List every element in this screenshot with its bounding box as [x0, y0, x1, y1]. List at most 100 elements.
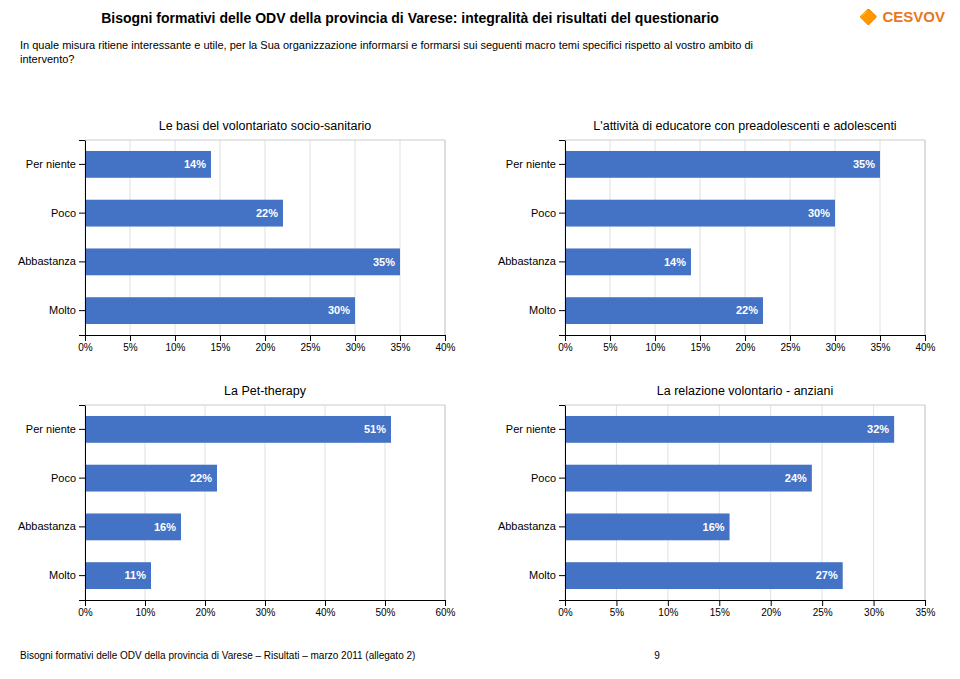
y-tick-mark — [79, 261, 85, 262]
x-tick: 30% — [825, 335, 845, 353]
y-tick: Abbastanza — [18, 520, 85, 532]
x-tick-mark — [668, 600, 669, 606]
y-tick-mark — [559, 429, 565, 430]
x-tick: 40% — [315, 600, 335, 618]
page-title: Bisogni formativi delle ODV della provin… — [10, 10, 810, 26]
y-tick-mark — [559, 310, 565, 311]
x-tick-mark — [445, 335, 446, 341]
bar — [565, 151, 880, 178]
x-tick-mark — [835, 335, 836, 341]
y-tick: Per niente — [26, 158, 85, 170]
x-tick-label: 5% — [123, 342, 138, 353]
x-tick-label: 0% — [78, 607, 93, 618]
data-labels: 14%22%35%30% — [184, 158, 395, 316]
x-tick: 10% — [165, 335, 185, 353]
x-tick-mark — [655, 335, 656, 341]
x-tick-label: 10% — [135, 607, 155, 618]
x-tick-label: 0% — [558, 342, 573, 353]
chart-title: La Pet-therapy — [224, 384, 307, 398]
data-label: 32% — [867, 423, 889, 435]
y-tick-label: Abbastanza — [498, 520, 557, 532]
y-axis: Per niente Poco Abbastanza Molto — [498, 406, 566, 601]
frame-right — [445, 405, 446, 600]
y-axis-line — [79, 406, 86, 601]
x-tick: 35% — [390, 335, 410, 353]
x-tick-label: 25% — [300, 342, 320, 353]
x-tick: 0% — [78, 600, 93, 618]
x-tick-label: 20% — [255, 342, 275, 353]
x-tick-label: 10% — [165, 342, 185, 353]
frame-top — [85, 140, 445, 141]
x-axis-line — [566, 336, 926, 342]
chart: 0%5%10%15%20%25%30%35%40%Per nientePocoA… — [18, 119, 456, 353]
x-tick: 20% — [761, 600, 781, 618]
x-axis-line — [86, 336, 446, 342]
y-tick: Per niente — [506, 423, 565, 435]
y-tick-label: Per niente — [26, 158, 76, 170]
bar — [565, 562, 843, 589]
x-tick: 25% — [300, 335, 320, 353]
x-tick-mark — [325, 600, 326, 606]
data-label: 22% — [190, 472, 212, 484]
x-tick: 10% — [135, 600, 155, 618]
y-tick-mark — [79, 429, 85, 430]
y-tick-mark — [79, 310, 85, 311]
data-label: 14% — [184, 158, 206, 170]
x-tick: 15% — [210, 335, 230, 353]
data-labels: 51%22%16%11% — [125, 423, 387, 581]
data-labels: 35%30%14%22% — [664, 158, 875, 316]
y-tick: Poco — [531, 207, 565, 219]
bar — [565, 297, 763, 324]
x-tick-label: 0% — [558, 607, 573, 618]
x-tick-mark — [385, 600, 386, 606]
bar — [85, 465, 217, 492]
x-tick-mark — [265, 335, 266, 341]
bar — [565, 416, 894, 443]
x-axis: 0%5%10%15%20%25%30%35%40% — [78, 335, 455, 353]
y-tick-mark — [559, 478, 565, 479]
y-tick: Abbastanza — [18, 255, 85, 267]
x-tick-mark — [771, 600, 772, 606]
y-tick: Molto — [49, 569, 85, 581]
x-tick-label: 15% — [210, 342, 230, 353]
y-tick-label: Molto — [49, 304, 76, 316]
bar — [565, 200, 835, 227]
y-tick: Poco — [531, 472, 565, 484]
bars — [565, 416, 894, 589]
grid-line — [925, 405, 926, 600]
x-tick: 15% — [690, 335, 710, 353]
data-label: 22% — [256, 207, 278, 219]
bars — [85, 151, 400, 324]
y-tick-mark — [559, 575, 565, 576]
grid — [565, 140, 925, 335]
chart: 0%5%10%15%20%25%30%35%40%Per nientePocoA… — [498, 119, 936, 353]
data-label: 16% — [154, 521, 176, 533]
grid-line — [445, 405, 446, 600]
page-subtitle: In quale misura ritiene interessante e u… — [20, 38, 940, 66]
bars — [565, 151, 880, 324]
data-label: 30% — [808, 207, 830, 219]
grid — [85, 140, 445, 335]
y-tick-mark — [79, 478, 85, 479]
x-tick: 5% — [603, 335, 618, 353]
x-tick-label: 20% — [735, 342, 755, 353]
data-label: 24% — [785, 472, 807, 484]
chart-title: La relazione volontario - anziani — [657, 384, 834, 398]
x-tick-label: 5% — [610, 607, 625, 618]
data-label: 27% — [816, 569, 838, 581]
frame-right — [925, 140, 926, 335]
footer: Bisogni formativi delle ODV della provin… — [20, 650, 660, 661]
x-tick: 0% — [78, 335, 93, 353]
y-tick-label: Abbastanza — [18, 520, 77, 532]
x-tick: 25% — [780, 335, 800, 353]
x-tick-label: 40% — [915, 342, 935, 353]
x-tick-label: 20% — [761, 607, 781, 618]
x-tick-label: 50% — [375, 607, 395, 618]
x-axis: 0%10%20%30%40%50%60% — [78, 600, 455, 618]
x-tick: 20% — [255, 335, 275, 353]
x-tick: 10% — [658, 600, 678, 618]
y-tick-label: Poco — [51, 207, 76, 219]
x-tick: 30% — [255, 600, 275, 618]
y-tick-label: Molto — [529, 569, 556, 581]
x-tick: 0% — [558, 335, 573, 353]
